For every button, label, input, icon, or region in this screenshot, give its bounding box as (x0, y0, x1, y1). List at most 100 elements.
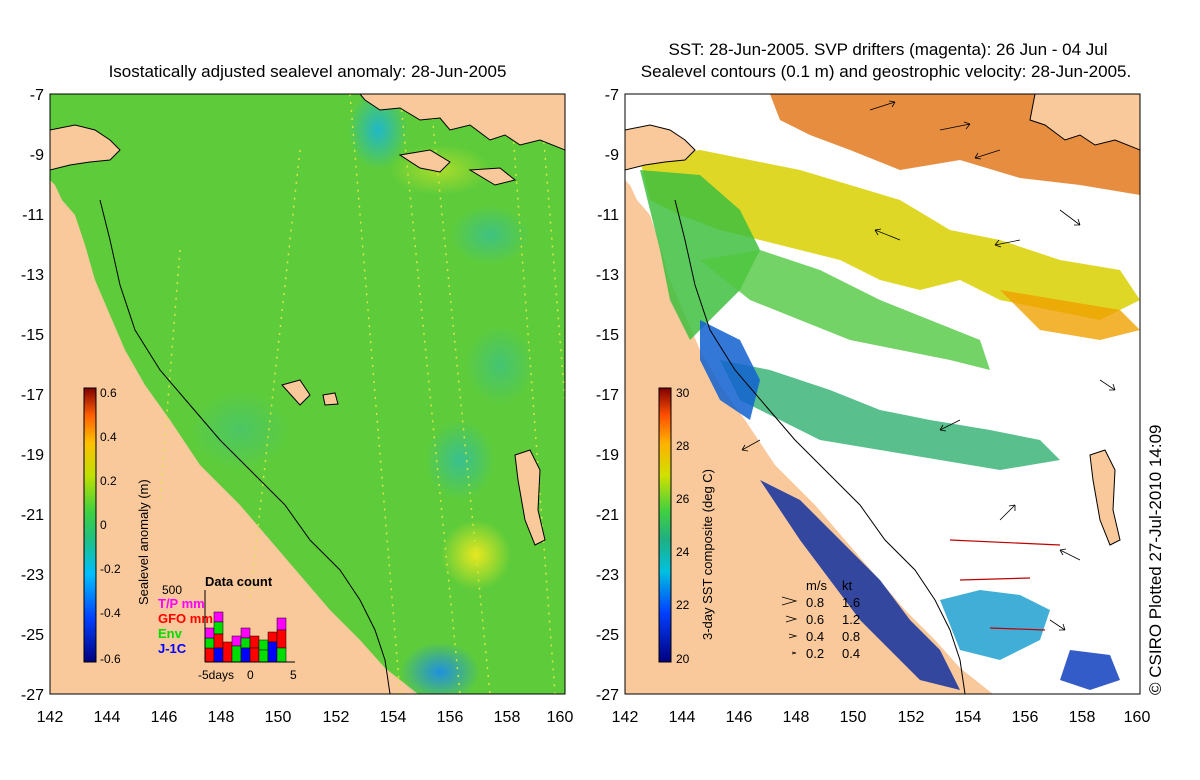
lon-tick-label: 154 (380, 709, 407, 726)
sst-map: 30 28 26 24 22 20 3-day SST composite (d… (625, 94, 1140, 694)
sealevel-colorbar-label: Sealevel anomaly (m) (136, 479, 151, 605)
right-lat-axis: -7 -9 -11 -13 -15 -17 -19 -21 -23 -25 -2… (596, 87, 619, 704)
legend-gfo: GFO mm (158, 611, 213, 626)
lon-tick-label: 144 (669, 709, 696, 726)
data-count-bars (204, 611, 287, 663)
left-map-title: Isostatically adjusted sealevel anomaly:… (108, 62, 507, 81)
sealevel-map: 0.6 0.4 0.2 0 -0.2 -0.4 -0.6 Sealevel an… (50, 94, 565, 694)
lon-tick-label: 156 (1012, 709, 1039, 726)
speed-legend-kt: 0.4 (842, 646, 860, 661)
sealevel-tick: 0.6 (100, 386, 117, 400)
speed-legend-kt: 1.6 (842, 595, 860, 610)
lat-tick-label: -19 (596, 447, 619, 464)
lon-tick-label: 152 (323, 709, 350, 726)
lon-tick-label: 156 (437, 709, 464, 726)
lat-tick-label: -25 (596, 627, 619, 644)
lat-tick-label: -19 (21, 447, 44, 464)
sst-tick: 28 (676, 439, 690, 453)
lon-tick-label: 150 (265, 709, 292, 726)
sealevel-tick: 0.4 (100, 430, 117, 444)
sealevel-colorbar-scale (83, 387, 97, 663)
drifter-tracks (949, 539, 1061, 631)
data-count-title: Data count (205, 574, 273, 589)
sst-tick: 22 (676, 598, 690, 612)
legend-env: Env (158, 626, 183, 641)
lon-tick-label: 158 (1069, 709, 1096, 726)
speed-legend-ms: 0.6 (806, 612, 824, 627)
lon-tick-label: 144 (94, 709, 121, 726)
speed-legend-header-kt: kt (842, 578, 853, 593)
reef-outline-right (674, 199, 966, 694)
speed-legend-ms: 0.8 (806, 595, 824, 610)
lat-tick-label: -15 (21, 327, 44, 344)
lon-tick-label: 148 (783, 709, 810, 726)
sst-colorbar-scale (658, 387, 672, 663)
legend-j1c: J-1C (158, 641, 187, 656)
speed-legend: m/s kt 0.8 1.6 0.6 1.2 0.4 0.8 0.2 0.4 (781, 578, 860, 661)
sst-tick: 26 (676, 492, 690, 506)
sealevel-tick: 0.2 (100, 474, 117, 488)
lon-tick-label: 146 (726, 709, 753, 726)
sealevel-tick: 0 (100, 518, 107, 532)
sst-colorbar: 30 28 26 24 22 20 3-day SST composite (d… (658, 386, 715, 666)
lat-tick-label: -17 (596, 387, 619, 404)
lon-tick-label: 150 (840, 709, 867, 726)
left-lon-axis: 142 144 146 148 150 152 154 156 158 160 (37, 709, 574, 726)
sealevel-anomaly-blobs (190, 94, 535, 694)
speed-arrow-icon (781, 596, 798, 606)
sst-tick: 30 (676, 386, 690, 400)
left-lat-axis: -7 -9 -11 -13 -15 -17 -19 -21 -23 -25 -2… (21, 87, 44, 704)
lon-tick-label: 148 (208, 709, 235, 726)
data-count-axis-end: 5 (290, 668, 297, 682)
speed-legend-ms: 0.2 (806, 646, 824, 661)
lat-tick-label: -15 (596, 327, 619, 344)
lat-tick-label: -13 (596, 267, 619, 284)
sst-patches (640, 94, 1140, 690)
speed-legend-header-ms: m/s (806, 578, 827, 593)
speed-arrow-icon (785, 615, 798, 623)
legend-tp: T/P mm (158, 596, 205, 611)
lon-tick-label: 142 (37, 709, 64, 726)
lat-tick-label: -21 (21, 507, 44, 524)
geostrophic-velocity-arrows (741, 100, 1116, 631)
sst-tick: 24 (676, 545, 690, 559)
lat-tick-label: -23 (21, 567, 44, 584)
lat-tick-label: -23 (596, 567, 619, 584)
sst-colorbar-ticks: 30 28 26 24 22 20 (676, 386, 690, 666)
sealevel-colorbar: 0.6 0.4 0.2 0 -0.2 -0.4 -0.6 Sealevel an… (83, 386, 151, 666)
data-count-max: 500 (162, 583, 182, 597)
speed-legend-kt: 0.8 (842, 629, 860, 644)
sealevel-tick: -0.6 (100, 652, 121, 666)
lon-tick-label: 154 (955, 709, 982, 726)
reef-outline-left (99, 199, 391, 694)
lat-tick-label: -9 (605, 147, 619, 164)
sst-colorbar-label: 3-day SST composite (deg C) (700, 469, 715, 640)
speed-legend-kt: 1.2 (842, 612, 860, 627)
right-lon-axis: 142 144 146 148 150 152 154 156 158 160 (612, 709, 1151, 726)
lat-tick-label: -17 (21, 387, 44, 404)
sst-tick: 20 (676, 652, 690, 666)
data-count-axis-mid: 0 (247, 668, 254, 682)
lat-tick-label: -11 (597, 207, 619, 224)
lon-tick-label: 142 (612, 709, 639, 726)
sealevel-colorbar-ticks: 0.6 0.4 0.2 0 -0.2 -0.4 -0.6 (100, 386, 121, 666)
lon-tick-label: 158 (494, 709, 521, 726)
lat-tick-label: -27 (21, 687, 44, 704)
left-map-frame (49, 93, 566, 695)
lat-tick-label: -21 (596, 507, 619, 524)
coastline-right (625, 94, 1140, 546)
speed-arrow-icon (791, 651, 797, 655)
lon-tick-label: 160 (547, 709, 574, 726)
right-map-frame (624, 93, 1141, 695)
altimeter-tracks (159, 94, 565, 694)
speed-legend-ms: 0.4 (806, 629, 824, 644)
lat-tick-label: -11 (22, 207, 44, 224)
lat-tick-label: -7 (605, 87, 619, 104)
copyright-credit: © CSIRO Plotted 27-Jul-2010 14:09 (1146, 424, 1165, 695)
lon-tick-label: 160 (1124, 709, 1151, 726)
lat-tick-label: -7 (30, 87, 44, 104)
lat-tick-label: -9 (30, 147, 44, 164)
right-map-title-line1: SST: 28-Jun-2005. SVP drifters (magenta)… (668, 40, 1108, 59)
data-count-inset: Data count 500 T/P mm GFO mm Env J-1C -5… (158, 574, 297, 682)
